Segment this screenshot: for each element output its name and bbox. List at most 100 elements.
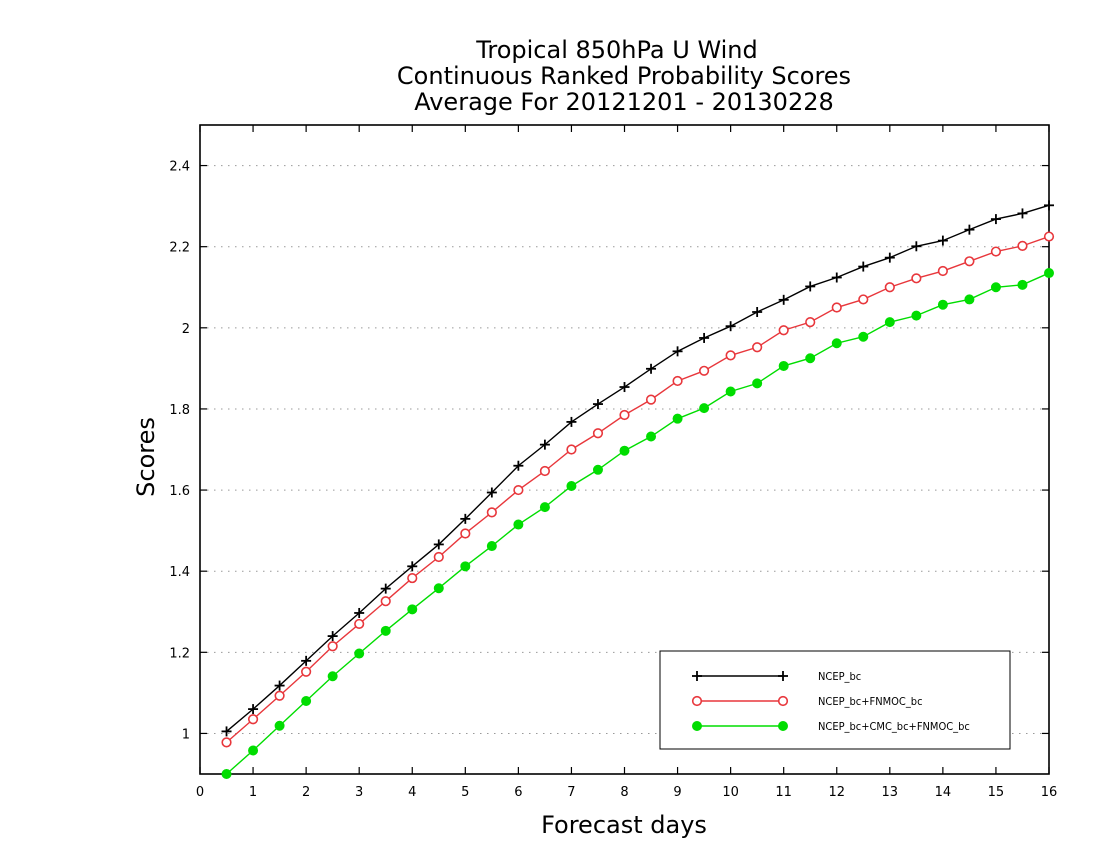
data-point	[592, 399, 603, 410]
data-point	[672, 346, 683, 357]
data-point	[460, 513, 471, 524]
y-tick-label: 2.2	[169, 241, 190, 256]
data-point	[433, 551, 444, 563]
data-point	[752, 378, 763, 389]
y-tick-label: 1	[182, 727, 190, 742]
data-point	[698, 365, 710, 376]
x-tick-label: 7	[567, 785, 575, 800]
x-tick-label: 11	[775, 785, 792, 800]
data-point	[539, 502, 550, 513]
data-point	[274, 680, 285, 691]
x-tick-label: 5	[461, 785, 469, 800]
data-point	[566, 444, 577, 455]
data-point	[354, 607, 365, 618]
x-axis-ticks: 0 1 2 3 4 5 6 7 8 9 10 11 12 13 14 15 16	[196, 125, 1057, 800]
data-point	[221, 769, 232, 780]
legend-box	[659, 650, 1011, 750]
data-point	[990, 214, 1001, 225]
data-point	[805, 281, 816, 292]
data-point	[884, 282, 895, 293]
y-tick-label: 1.4	[169, 565, 190, 580]
data-point	[486, 541, 497, 552]
data-point	[407, 561, 418, 572]
legend-marker	[777, 695, 789, 707]
title-line-2: Continuous Ranked Probability Scores	[397, 62, 851, 90]
data-point	[646, 431, 657, 442]
data-point	[592, 464, 603, 475]
data-point	[725, 386, 736, 397]
x-tick-label: 9	[673, 785, 681, 800]
data-point	[778, 360, 789, 371]
data-point	[831, 302, 842, 313]
data-point	[937, 235, 948, 246]
data-point	[1017, 208, 1028, 219]
legend-entry-3: NCEP_bc+CMC_bc+FNMOC_bc	[692, 720, 970, 733]
data-point	[1043, 231, 1055, 242]
series-1	[221, 200, 1054, 737]
data-point	[884, 252, 895, 263]
series-line	[226, 204, 1050, 732]
title-line-3: Average For 20121201 - 20130228	[414, 88, 834, 116]
y-tick-label: 1.2	[169, 646, 190, 661]
data-point	[619, 445, 630, 456]
data-point	[221, 737, 232, 748]
data-point	[407, 604, 418, 615]
x-tick-label: 3	[355, 785, 363, 800]
x-tick-label: 15	[988, 785, 1005, 800]
data-point	[778, 294, 789, 305]
data-point	[354, 648, 365, 659]
data-point	[911, 273, 922, 284]
data-point	[354, 618, 365, 630]
x-tick-label: 13	[882, 785, 899, 800]
data-point	[646, 363, 657, 374]
x-tick-label: 12	[828, 785, 845, 800]
x-tick-label: 4	[408, 785, 416, 800]
data-point	[380, 625, 391, 636]
data-point	[327, 641, 338, 652]
legend-marker	[778, 721, 789, 732]
data-point	[380, 596, 391, 607]
data-point	[964, 294, 975, 305]
legend: NCEP_bc NCEP_bc+FNMOC_bc NCEP_bc+CMC_bc+FN…	[659, 650, 1011, 750]
legend-marker	[778, 671, 788, 681]
data-point	[911, 310, 922, 321]
data-point	[858, 294, 869, 305]
data-point	[327, 631, 338, 642]
data-point	[407, 572, 418, 584]
data-point	[911, 241, 922, 252]
series-2	[221, 231, 1055, 748]
data-point	[433, 539, 444, 550]
data-point	[831, 272, 842, 283]
data-point	[990, 282, 1001, 293]
data-point	[274, 690, 285, 701]
data-point	[805, 353, 816, 364]
data-point	[380, 583, 391, 594]
data-point	[221, 726, 232, 737]
legend-entry-1: NCEP_bc	[692, 670, 861, 683]
data-point	[964, 224, 975, 235]
data-point	[990, 246, 1002, 257]
x-tick-label: 10	[722, 785, 739, 800]
data-point	[699, 403, 710, 414]
data-point	[699, 332, 710, 343]
y-tick-label: 2	[182, 322, 190, 337]
data-point	[937, 299, 948, 310]
legend-label: NCEP_bc+CMC_bc+FNMOC_bc	[818, 720, 970, 733]
data-point	[248, 704, 259, 715]
legend-label: NCEP_bc+FNMOC_bc	[818, 695, 923, 708]
data-point	[672, 375, 683, 387]
data-point	[433, 583, 444, 594]
data-point	[327, 671, 338, 682]
x-tick-label: 1	[249, 785, 257, 800]
data-point	[301, 666, 312, 677]
data-point	[672, 413, 683, 424]
data-point	[247, 714, 259, 725]
data-point	[274, 720, 285, 731]
title-line-1: Tropical 850hPa U Wind	[475, 36, 758, 64]
data-point	[964, 256, 975, 267]
y-axis-label: Scores	[132, 417, 160, 497]
series-3	[221, 268, 1055, 780]
y-axis-ticks: 1 1.2 1.4 1.6 1.8 2 2.2 2.4	[169, 160, 1049, 742]
